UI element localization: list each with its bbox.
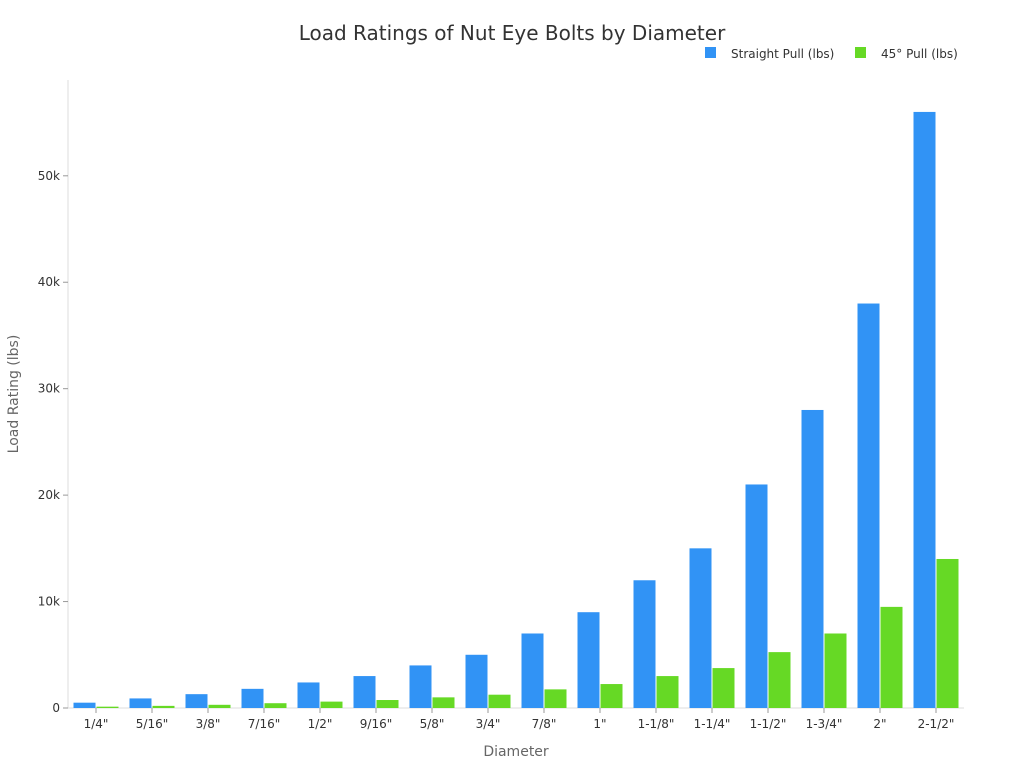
legend-label: Straight Pull (lbs) (731, 47, 834, 61)
y-tick-label: 50k (38, 169, 60, 183)
bar-straight-pull (801, 409, 824, 708)
x-tick-label: 1/2" (308, 717, 333, 731)
x-tick-label: 7/8" (532, 717, 557, 731)
bar-45-pull (936, 558, 959, 708)
y-tick-label: 30k (38, 382, 60, 396)
x-tick-label: 2-1/2" (918, 717, 955, 731)
bar-straight-pull (577, 612, 600, 708)
bar-45-pull (376, 700, 399, 708)
legend-swatch (855, 47, 866, 58)
x-tick-label: 1-3/4" (806, 717, 843, 731)
x-tick-label: 7/16" (248, 717, 280, 731)
bar-45-pull (600, 684, 623, 708)
x-tick-label: 5/8" (420, 717, 445, 731)
x-tick-label: 1-1/8" (638, 717, 675, 731)
bar-45-pull (96, 706, 119, 708)
x-axis-label: Diameter (483, 744, 549, 760)
x-tick-label: 9/16" (360, 717, 392, 731)
bar-45-pull (656, 676, 679, 708)
bar-straight-pull (633, 580, 656, 708)
x-tick-label: 1" (593, 717, 606, 731)
legend: Straight Pull (lbs) 45° Pull (lbs) (705, 47, 958, 61)
bar-straight-pull (521, 633, 544, 708)
y-tick-label: 20k (38, 488, 60, 502)
bar-straight-pull (913, 111, 936, 709)
legend-swatch (705, 47, 716, 58)
bar-45-pull (264, 703, 287, 708)
chart-title: Load Ratings of Nut Eye Bolts by Diamete… (299, 21, 726, 45)
bar-straight-pull (857, 303, 880, 708)
bar-straight-pull (241, 688, 264, 708)
bar-straight-pull (353, 676, 376, 708)
x-tick-label: 1/4" (84, 717, 109, 731)
legend-label: 45° Pull (lbs) (881, 47, 958, 61)
bar-45-pull (488, 694, 511, 708)
bar-45-pull (880, 606, 903, 708)
y-tick-label: 40k (38, 275, 60, 289)
bar-straight-pull (129, 698, 152, 708)
bar-45-pull (768, 652, 791, 708)
bar-45-pull (712, 668, 735, 708)
bar-45-pull (320, 701, 343, 708)
bar-45-pull (432, 697, 455, 708)
x-tick-label: 1-1/4" (694, 717, 731, 731)
x-tick-label: 2" (873, 717, 886, 731)
x-tick-label: 3/4" (476, 717, 501, 731)
x-tick-label: 1-1/2" (750, 717, 787, 731)
bar-straight-pull (297, 682, 320, 708)
bar-45-pull (824, 633, 847, 708)
bar-straight-pull (465, 654, 488, 708)
bar-straight-pull (689, 548, 712, 708)
bar-straight-pull (185, 694, 208, 708)
bar-straight-pull (73, 702, 96, 708)
y-axis-label: Load Rating (lbs) (6, 335, 22, 454)
y-tick-label: 10k (38, 595, 60, 609)
bar-45-pull (152, 705, 175, 708)
x-tick-label: 3/8" (196, 717, 221, 731)
y-tick-label: 0 (52, 701, 60, 715)
x-tick-label: 5/16" (136, 717, 168, 731)
bar-straight-pull (745, 484, 768, 708)
bar-45-pull (208, 704, 231, 708)
bar-45-pull (544, 689, 567, 708)
bar-straight-pull (409, 665, 432, 708)
